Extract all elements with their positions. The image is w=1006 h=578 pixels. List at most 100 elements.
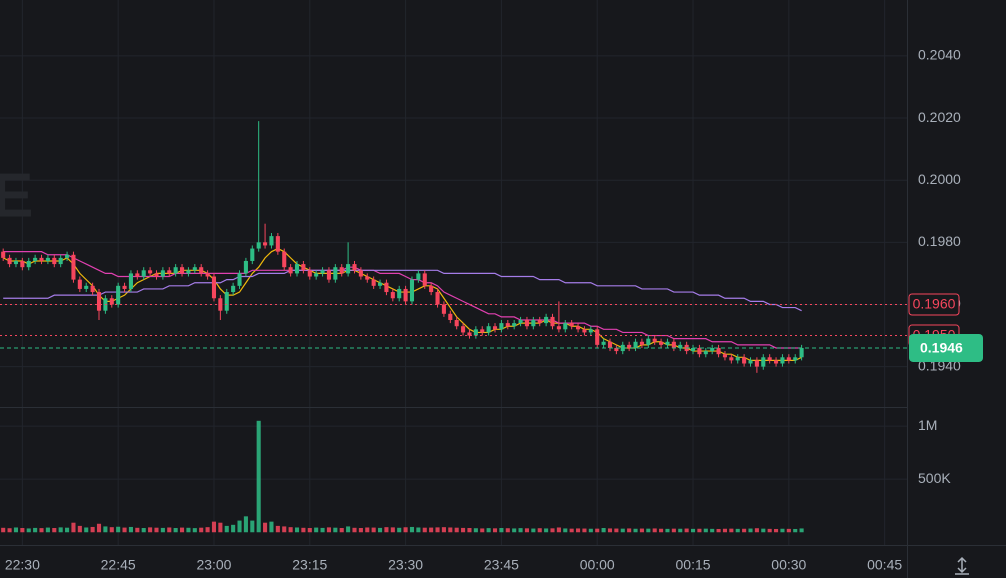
volume-bar xyxy=(524,528,529,533)
volume-bar xyxy=(505,528,510,533)
candle-body xyxy=(774,360,779,364)
volume-bar xyxy=(461,527,466,533)
volume-bar xyxy=(409,526,415,533)
candle-body xyxy=(179,267,185,274)
volume-bar xyxy=(352,527,357,533)
x-tick-label: 23:30 xyxy=(388,557,423,573)
volume-bar xyxy=(390,527,395,533)
candle-body xyxy=(205,273,210,277)
candle-body xyxy=(595,329,600,345)
volume-bar xyxy=(77,525,82,533)
volume-bar xyxy=(627,528,632,533)
moving-average-line xyxy=(3,269,802,312)
volume-bar xyxy=(454,527,459,533)
candle-body xyxy=(735,357,740,361)
volume-bar xyxy=(52,528,57,533)
volume-bar xyxy=(128,526,133,533)
candle-body xyxy=(397,288,402,299)
candle-body xyxy=(492,326,498,330)
candle-body xyxy=(346,264,351,274)
x-tick-label: 00:30 xyxy=(771,557,806,573)
volume-bar xyxy=(71,522,76,533)
volume-bar xyxy=(601,528,606,533)
candle-body xyxy=(275,236,280,252)
volume-bar xyxy=(358,528,363,533)
volume-bar xyxy=(659,528,664,533)
icon-arrow xyxy=(957,556,967,563)
candle-body xyxy=(20,260,25,268)
candle-body xyxy=(652,338,657,342)
candle-body xyxy=(588,329,593,333)
candle-body xyxy=(84,285,89,289)
candle-body xyxy=(128,273,133,289)
candle-body xyxy=(269,236,274,246)
candle-body xyxy=(71,254,76,280)
volume-bar xyxy=(141,528,146,533)
volume-bar xyxy=(780,528,785,533)
volume-bar xyxy=(378,527,383,533)
volume-bar xyxy=(710,528,715,533)
volume-bar xyxy=(256,420,261,533)
y-tick-label: 500K xyxy=(918,470,951,486)
candle-body xyxy=(301,264,306,271)
volume-bar xyxy=(346,526,351,533)
candle-body xyxy=(135,273,140,277)
candle-body xyxy=(333,267,338,280)
volume-bar xyxy=(122,527,127,533)
candle-body xyxy=(409,279,415,302)
candle-body xyxy=(263,242,268,246)
volume-bar xyxy=(365,527,370,533)
scale-toggle-icon[interactable] xyxy=(955,556,969,575)
volume-bar xyxy=(109,527,114,533)
candle-body xyxy=(65,254,70,258)
volume-bar xyxy=(397,527,402,533)
volume-bar xyxy=(441,527,446,533)
volume-bar xyxy=(211,521,217,533)
volume-bar xyxy=(416,527,421,533)
volume-bar xyxy=(556,527,561,533)
volume-bar xyxy=(614,528,619,533)
candle-body xyxy=(416,273,421,280)
candle-body xyxy=(607,341,613,348)
volume-bar xyxy=(499,528,504,533)
volume-bar xyxy=(607,528,613,533)
candle-body xyxy=(799,347,804,358)
y-tick-label: 0.2000 xyxy=(918,171,961,187)
volume-bar xyxy=(282,526,287,533)
volume-bar xyxy=(205,527,210,533)
volume-bar xyxy=(480,528,485,533)
candle-body xyxy=(639,341,644,345)
x-tick-label: 22:30 xyxy=(5,557,40,573)
volume-bar xyxy=(84,527,89,533)
watermark: E xyxy=(0,161,33,230)
volume-bar xyxy=(678,528,683,533)
candle-body xyxy=(256,242,261,249)
candle-body xyxy=(403,288,408,302)
volume-bar xyxy=(639,528,644,533)
volume-bar xyxy=(799,528,804,533)
volume-bar xyxy=(403,527,408,533)
volume-bar xyxy=(179,527,185,533)
candle-body xyxy=(148,270,153,274)
volume-bar xyxy=(7,528,12,533)
volume-bar xyxy=(237,520,242,533)
volume-bar xyxy=(576,528,581,533)
volume-bar xyxy=(224,525,229,533)
volume-bar xyxy=(199,527,204,533)
candle-body xyxy=(633,341,638,348)
volume-bar xyxy=(275,525,280,533)
volume-bar xyxy=(90,526,95,533)
candle-body xyxy=(448,313,453,321)
volume-bar xyxy=(722,528,728,533)
candle-body xyxy=(186,270,191,274)
candle-body xyxy=(690,347,696,352)
volume-bar xyxy=(20,528,25,533)
candle-body xyxy=(671,341,676,348)
volume-bar xyxy=(263,522,268,533)
volume-bar xyxy=(167,527,172,533)
candle-body xyxy=(211,276,217,299)
volume-bar xyxy=(307,528,312,533)
volume-bar xyxy=(154,527,159,533)
candle-body xyxy=(620,344,625,352)
candle-body xyxy=(582,329,587,333)
